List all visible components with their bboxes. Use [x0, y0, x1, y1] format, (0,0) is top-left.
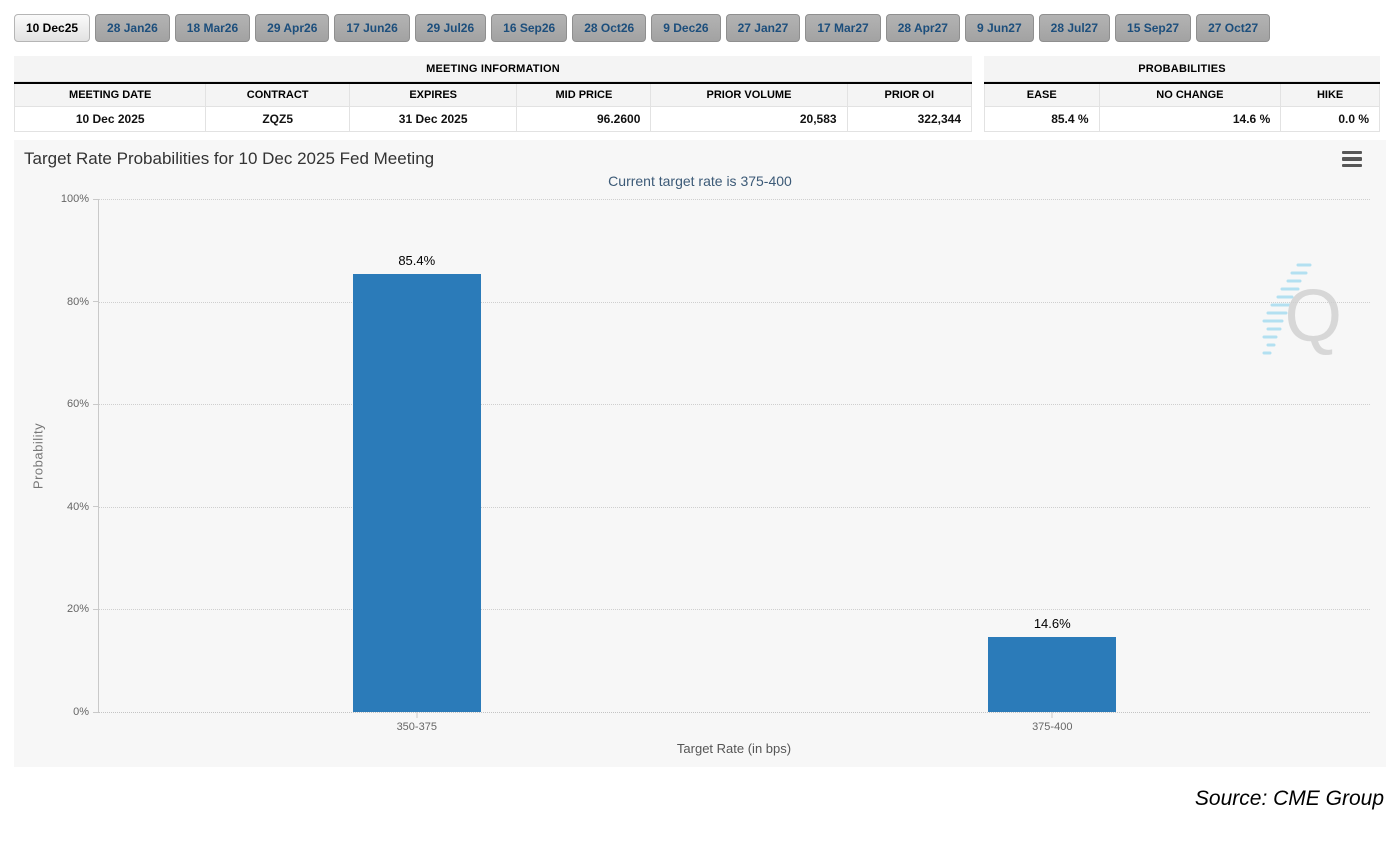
- bar-375-400[interactable]: [988, 637, 1117, 712]
- tab-meeting-date-14[interactable]: 15 Sep27: [1115, 14, 1192, 42]
- value-prior-volume: 20,583: [650, 106, 848, 132]
- x-axis-title: Target Rate (in bps): [676, 741, 792, 756]
- hamburger-icon: [1342, 163, 1362, 168]
- x-tick-mark: [1051, 712, 1053, 718]
- bar-350-375[interactable]: [352, 273, 481, 712]
- tab-meeting-date-8[interactable]: 9 Dec26: [651, 14, 721, 42]
- tab-meeting-date-1[interactable]: 28 Jan26: [95, 14, 170, 42]
- tab-meeting-date-9[interactable]: 27 Jan27: [725, 14, 801, 42]
- value-no-change: 14.6 %: [1098, 106, 1282, 132]
- fedwatch-page: 10 Dec25 28 Jan26 18 Mar26 29 Apr26 17 J…: [13, 14, 1386, 811]
- col-expires: EXPIRES: [348, 83, 518, 107]
- target-rate-probability-chart: Target Rate Probabilities for 10 Dec 202…: [14, 140, 1386, 767]
- col-contract: CONTRACT: [205, 83, 350, 107]
- y-tick-label: 100%: [60, 193, 89, 205]
- col-hike: HIKE: [1280, 83, 1380, 107]
- y-tick-label: 40%: [66, 500, 89, 513]
- y-tick-mark: [93, 301, 98, 303]
- tab-meeting-date-10[interactable]: 17 Mar27: [805, 14, 881, 42]
- value-meeting-date: 10 Dec 2025: [13, 106, 207, 132]
- col-ease: EASE: [984, 83, 1100, 107]
- x-tick-mark: [416, 712, 418, 718]
- col-prior-oi: PRIOR OI: [846, 83, 973, 107]
- probabilities-title: PROBABILITIES: [984, 56, 1380, 82]
- y-tick-label: 60%: [66, 398, 89, 411]
- source-row: Source: CME Group: [14, 787, 1386, 811]
- x-tick-label: 350-375: [396, 721, 437, 733]
- y-gridline: [99, 199, 1370, 200]
- chart-subtitle: Current target rate is 375-400: [608, 173, 792, 189]
- y-tick-label: 20%: [66, 603, 89, 616]
- tab-meeting-date-2[interactable]: 18 Mar26: [174, 14, 251, 42]
- watermark-swoosh-icon: [1262, 263, 1312, 355]
- y-tick-mark: [93, 608, 98, 610]
- meeting-date-tabbar: 10 Dec25 28 Jan26 18 Mar26 29 Apr26 17 J…: [14, 14, 1386, 42]
- tab-meeting-date-11[interactable]: 28 Apr27: [885, 14, 960, 42]
- col-no-change: NO CHANGE: [1098, 83, 1282, 107]
- tab-meeting-date-6[interactable]: 16 Sep26: [491, 14, 568, 42]
- value-prior-oi: 322,344: [846, 106, 973, 132]
- meeting-information-row: 10 Dec 2025 ZQZ5 31 Dec 2025 96.2600 20,…: [13, 106, 973, 132]
- tab-meeting-date-13[interactable]: 28 Jul27: [1038, 14, 1111, 42]
- value-contract: ZQZ5: [205, 106, 350, 132]
- value-mid-price: 96.2600: [516, 106, 652, 132]
- y-tick-mark: [93, 506, 98, 508]
- col-mid-price: MID PRICE: [516, 83, 652, 107]
- y-gridline: [99, 404, 1370, 406]
- bar-value-label: 85.4%: [398, 252, 436, 268]
- watermark-q-letter: Q: [1284, 274, 1342, 357]
- hamburger-icon: [1342, 157, 1362, 161]
- tab-meeting-date-3[interactable]: 29 Apr26: [255, 14, 330, 42]
- bar-value-label: 14.6%: [1033, 616, 1071, 632]
- tab-meeting-date-7[interactable]: 28 Oct26: [572, 14, 647, 42]
- quikstrike-watermark: Q: [1262, 257, 1342, 367]
- y-gridline: [99, 506, 1370, 508]
- x-tick-label: 375-400: [1032, 721, 1073, 733]
- tab-meeting-date-15[interactable]: 27 Oct27: [1196, 14, 1271, 42]
- y-axis-title: Probability: [30, 422, 46, 490]
- y-tick-mark: [93, 198, 98, 200]
- value-expires: 31 Dec 2025: [348, 106, 518, 132]
- probabilities-table: PROBABILITIES EASE NO CHANGE HIKE 85.4 %…: [984, 56, 1380, 132]
- info-tables: MEETING INFORMATION MEETING DATE CONTRAC…: [13, 56, 1386, 132]
- col-meeting-date: MEETING DATE: [13, 83, 207, 107]
- y-tick-mark: [93, 403, 98, 405]
- source-label: Source: CME Group: [1194, 787, 1384, 810]
- meeting-information-title: MEETING INFORMATION: [14, 56, 972, 82]
- chart-menu-button[interactable]: [1338, 147, 1366, 171]
- y-gridline: [99, 301, 1370, 303]
- meeting-information-table: MEETING INFORMATION MEETING DATE CONTRAC…: [13, 56, 973, 132]
- y-tick-label: 0%: [73, 706, 89, 718]
- col-prior-volume: PRIOR VOLUME: [650, 83, 848, 107]
- probabilities-row: 85.4 % 14.6 % 0.0 %: [984, 106, 1380, 132]
- y-tick-label: 80%: [66, 295, 89, 308]
- plot-area: Q 0% 20% 40% 60% 80% 100% 85.4% 350-375 14.6% 375…: [61, 193, 1370, 733]
- chart-title: Target Rate Probabilities for 10 Dec 202…: [24, 149, 435, 168]
- tab-meeting-date-0[interactable]: 10 Dec25: [14, 14, 91, 42]
- value-ease: 85.4 %: [984, 106, 1100, 132]
- hamburger-icon: [1342, 150, 1362, 155]
- value-hike: 0.0 %: [1280, 106, 1380, 132]
- y-tick-mark: [93, 711, 98, 713]
- tab-meeting-date-12[interactable]: 9 Jun27: [964, 14, 1034, 42]
- tab-meeting-date-4[interactable]: 17 Jun26: [334, 14, 410, 42]
- tab-meeting-date-5[interactable]: 29 Jul26: [414, 14, 487, 42]
- y-gridline: [99, 609, 1370, 611]
